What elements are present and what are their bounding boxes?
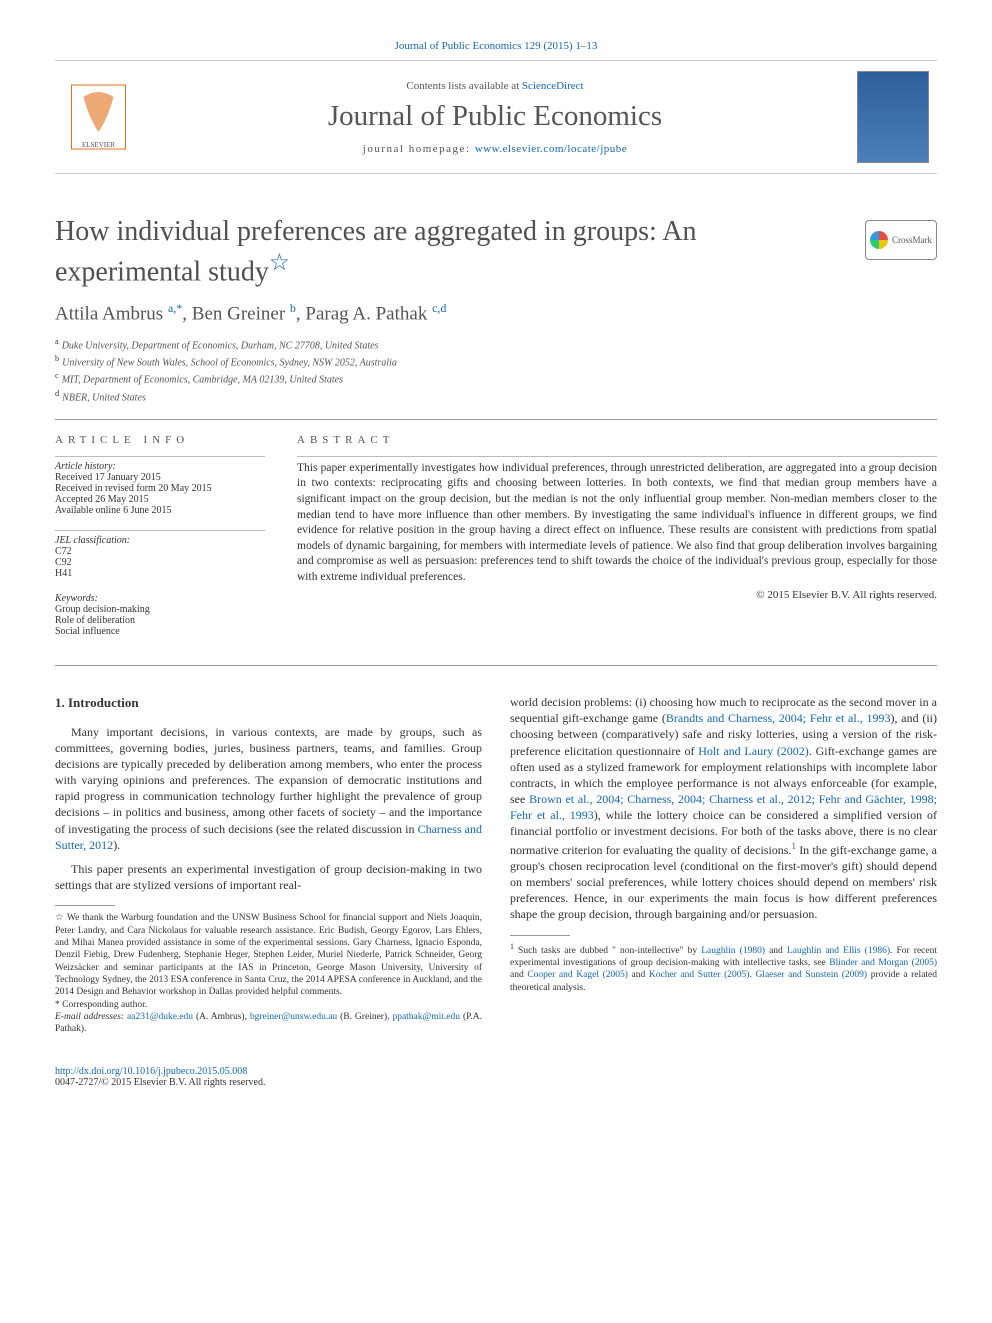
- jel-label: JEL classification:: [55, 535, 265, 546]
- citation-link[interactable]: Blinder and Morgan (2005): [829, 958, 937, 968]
- journal-name: Journal of Public Economics: [133, 100, 857, 133]
- section-heading: 1. Introduction: [55, 694, 482, 712]
- jel-code: C72: [55, 546, 265, 557]
- author: Attila Ambrus: [55, 304, 168, 325]
- contents-text: Contents lists available at: [406, 80, 521, 92]
- affiliations: aDuke University, Department of Economic…: [55, 336, 937, 405]
- keyword: Group decision-making: [55, 604, 265, 615]
- elsevier-logo: ELSEVIER: [63, 80, 133, 155]
- author: , Ben Greiner: [182, 304, 290, 325]
- email-link[interactable]: aa231@duke.edu: [127, 1012, 193, 1022]
- right-column: world decision problems: (i) choosing ho…: [510, 694, 937, 1036]
- abstract-header: abstract: [297, 434, 937, 446]
- keywords-block: Keywords: Group decision-making Role of …: [55, 593, 265, 637]
- divider: [55, 419, 937, 420]
- info-abstract-row: article info Article history: Received 1…: [55, 434, 937, 651]
- history-item: Received 17 January 2015: [55, 472, 265, 483]
- paragraph: This paper presents an experimental inve…: [55, 861, 482, 893]
- footnote-corresponding: * Corresponding author.: [55, 999, 482, 1011]
- email-link[interactable]: bgreiner@unsw.edu.au: [250, 1012, 337, 1022]
- left-column: 1. Introduction Many important decisions…: [55, 694, 482, 1036]
- footnote: 1 Such tasks are dubbed " non-intellecti…: [510, 942, 937, 995]
- left-footnotes: ☆ We thank the Warburg foundation and th…: [55, 912, 482, 1035]
- citation-link[interactable]: Cooper and Kagel (2005): [527, 970, 628, 980]
- citation-link[interactable]: Kocher and Sutter (2005): [649, 970, 750, 980]
- citation-link[interactable]: Glaeser and Sunstein (2009): [755, 970, 867, 980]
- affiliation: dNBER, United States: [55, 388, 937, 405]
- issn-line: 0047-2727/© 2015 Elsevier B.V. All right…: [55, 1077, 265, 1088]
- email-link[interactable]: ppathak@mit.edu: [392, 1012, 460, 1022]
- abstract-text: This paper experimentally investigates h…: [297, 461, 937, 585]
- footnote-acknowledgment: ☆ We thank the Warburg foundation and th…: [55, 912, 482, 998]
- jel-code: C92: [55, 557, 265, 568]
- jel-block: JEL classification: C72 C92 H41: [55, 535, 265, 579]
- keyword: Role of deliberation: [55, 615, 265, 626]
- doi-block: http://dx.doi.org/10.1016/j.jpubeco.2015…: [55, 1066, 937, 1088]
- right-footnotes: 1 Such tasks are dubbed " non-intellecti…: [510, 942, 937, 995]
- article-history: Article history: Received 17 January 201…: [55, 461, 265, 516]
- divider: [55, 530, 265, 531]
- history-label: Article history:: [55, 461, 265, 472]
- article-page: Journal of Public Economics 129 (2015) 1…: [0, 0, 992, 1128]
- affiliation: aDuke University, Department of Economic…: [55, 336, 937, 353]
- title-row: How individual preferences are aggregate…: [55, 214, 937, 301]
- keywords-label: Keywords:: [55, 593, 265, 604]
- paragraph: Many important decisions, in various con…: [55, 724, 482, 854]
- abstract-copyright: © 2015 Elsevier B.V. All rights reserved…: [297, 589, 937, 601]
- author-sup: c,d: [432, 301, 446, 315]
- affiliation: cMIT, Department of Economics, Cambridge…: [55, 370, 937, 387]
- abstract-block: abstract This paper experimentally inves…: [297, 434, 937, 651]
- homepage-link[interactable]: www.elsevier.com/locate/jpube: [475, 143, 627, 155]
- paragraph: world decision problems: (i) choosing ho…: [510, 694, 937, 923]
- article-title: How individual preferences are aggregate…: [55, 214, 845, 289]
- banner-center: Contents lists available at ScienceDirec…: [133, 80, 857, 155]
- body-columns: 1. Introduction Many important decisions…: [55, 694, 937, 1036]
- author: , Parag A. Pathak: [296, 304, 432, 325]
- citation-link[interactable]: Laughlin and Ellis (1986): [787, 946, 890, 956]
- footnote-star-icon: ☆: [55, 913, 64, 923]
- affiliation: bUniversity of New South Wales, School o…: [55, 353, 937, 370]
- homepage-line: journal homepage: www.elsevier.com/locat…: [133, 143, 857, 155]
- contents-line: Contents lists available at ScienceDirec…: [133, 80, 857, 92]
- history-item: Accepted 26 May 2015: [55, 494, 265, 505]
- jel-code: H41: [55, 568, 265, 579]
- author-list: Attila Ambrus a,*, Ben Greiner b, Parag …: [55, 301, 937, 325]
- footnote-separator: [55, 905, 115, 906]
- crossmark-label: CrossMark: [892, 235, 932, 245]
- author-sup: a,*: [168, 301, 182, 315]
- email-label: E-mail addresses:: [55, 1012, 127, 1022]
- journal-banner: ELSEVIER Contents lists available at Sci…: [55, 60, 937, 174]
- crossmark-badge[interactable]: CrossMark: [865, 220, 937, 260]
- history-item: Received in revised form 20 May 2015: [55, 483, 265, 494]
- article-info-block: article info Article history: Received 1…: [55, 434, 265, 651]
- history-item: Available online 6 June 2015: [55, 505, 265, 516]
- footnote-separator: [510, 935, 570, 936]
- citation-link[interactable]: Laughlin (1980): [701, 946, 765, 956]
- title-text: How individual preferences are aggregate…: [55, 216, 696, 287]
- footnote-emails: E-mail addresses: aa231@duke.edu (A. Amb…: [55, 1011, 482, 1036]
- svg-text:ELSEVIER: ELSEVIER: [81, 141, 114, 149]
- journal-cover-thumbnail: [857, 71, 929, 163]
- title-footnote-icon: ☆: [269, 250, 290, 276]
- citation-link[interactable]: Brandts and Charness, 2004; Fehr et al.,…: [666, 711, 891, 725]
- divider: [55, 456, 265, 457]
- sciencedirect-link[interactable]: ScienceDirect: [522, 80, 584, 92]
- citation-link[interactable]: Holt and Laury (2002): [698, 744, 809, 758]
- homepage-label: journal homepage:: [363, 143, 475, 155]
- divider: [55, 665, 937, 666]
- crossmark-icon: [870, 231, 888, 249]
- keyword: Social influence: [55, 626, 265, 637]
- journal-ref-header: Journal of Public Economics 129 (2015) 1…: [55, 40, 937, 52]
- doi-link[interactable]: http://dx.doi.org/10.1016/j.jpubeco.2015…: [55, 1066, 247, 1077]
- divider: [297, 456, 937, 457]
- article-info-header: article info: [55, 434, 265, 446]
